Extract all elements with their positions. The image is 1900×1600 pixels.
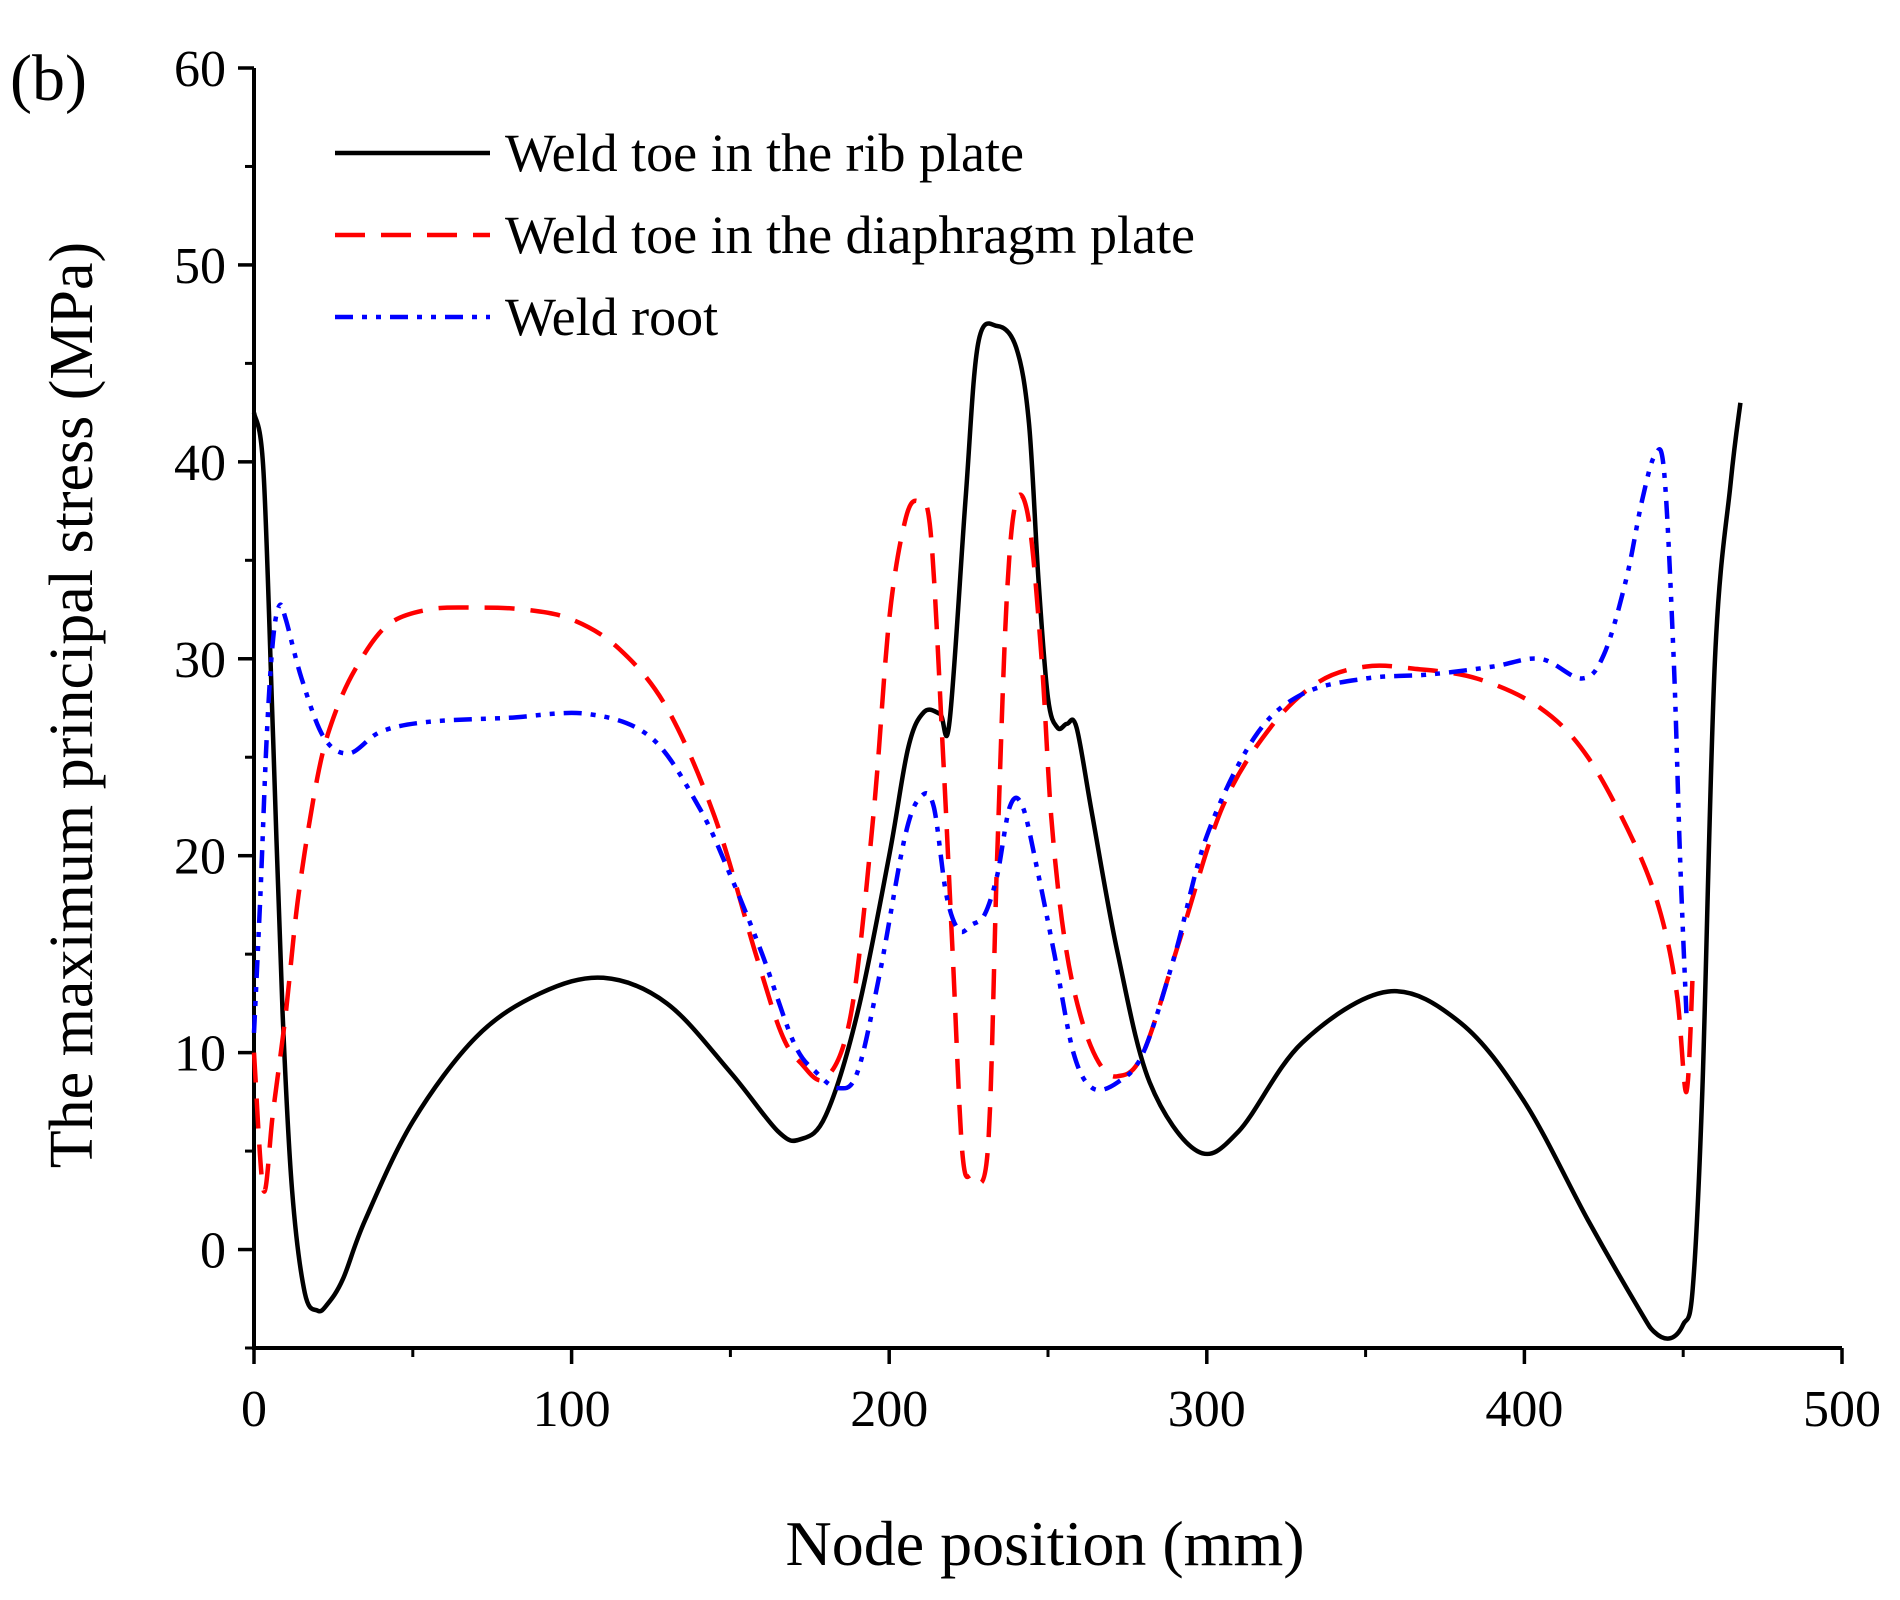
y-tick-label: 20 <box>174 829 226 886</box>
y-tick-label: 0 <box>200 1223 226 1280</box>
y-tick-label: 60 <box>174 41 226 98</box>
x-tick-label: 500 <box>1803 1381 1881 1438</box>
x-axis-label: Node position (mm) <box>785 1508 1304 1579</box>
ticks-layer: 0 100 200 300 400 500 0 10 20 30 40 50 60 <box>174 41 1881 1438</box>
series-layer <box>251 321 1743 1341</box>
x-tick-label: 300 <box>1168 1381 1246 1438</box>
x-tick-label: 100 <box>533 1381 611 1438</box>
x-tick-label: 0 <box>241 1381 267 1438</box>
series-line-3 <box>251 447 1689 1093</box>
y-tick-label: 40 <box>174 435 226 492</box>
y-tick-label: 50 <box>174 238 226 295</box>
y-tick-label: 30 <box>174 632 226 689</box>
y-tick-label: 10 <box>174 1026 226 1083</box>
x-tick-label: 200 <box>850 1381 928 1438</box>
series-line-1 <box>251 321 1743 1341</box>
panel-label: (b) <box>10 42 87 115</box>
series-line-2 <box>251 492 1695 1194</box>
legend: Weld toe in the rib plate Weld toe in the… <box>335 123 1195 347</box>
legend-label-2: Weld toe in the diaphragm plate <box>505 205 1195 265</box>
x-tick-label: 400 <box>1485 1381 1563 1438</box>
legend-label-3: Weld root <box>505 287 718 347</box>
legend-label-1: Weld toe in the rib plate <box>505 123 1024 183</box>
y-axis-label: The maximum principal stress (MPa) <box>38 242 106 1168</box>
